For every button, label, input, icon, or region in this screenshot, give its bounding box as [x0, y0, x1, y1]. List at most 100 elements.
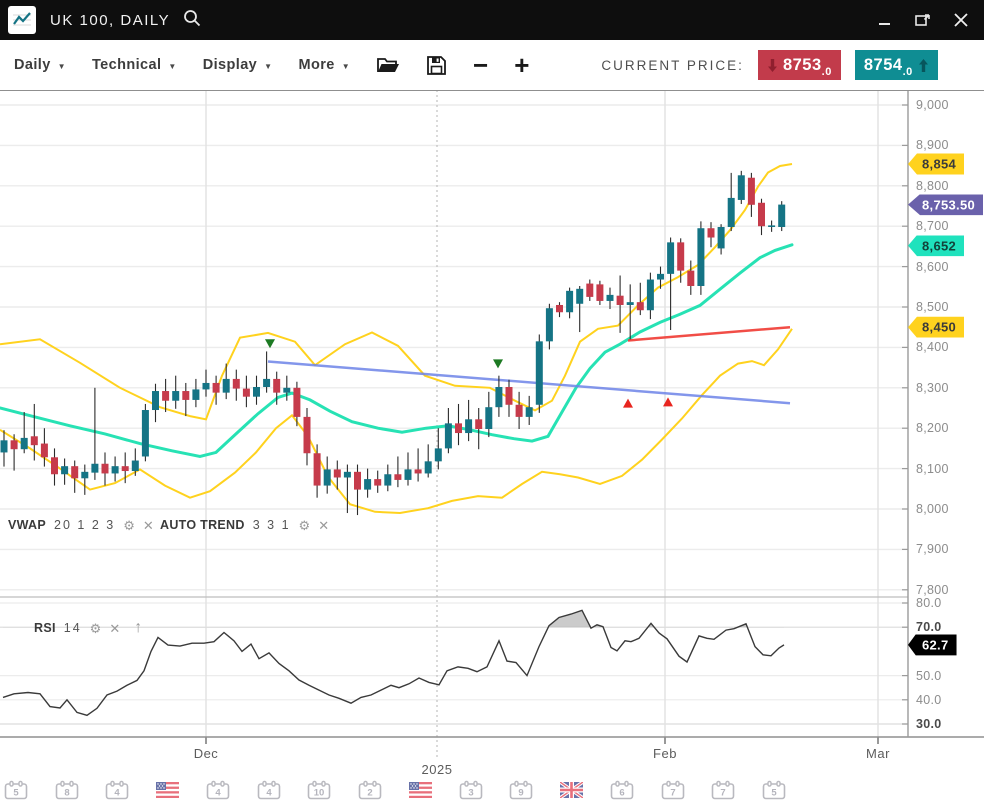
- calendar-event-icon[interactable]: 6: [609, 779, 635, 800]
- candle-down: [293, 387, 301, 417]
- candle-down: [121, 466, 129, 472]
- calendar-event-icon[interactable]: 8: [54, 779, 80, 800]
- candle-up: [0, 440, 8, 453]
- uk-flag-icon[interactable]: [559, 779, 585, 800]
- us-flag-icon[interactable]: [155, 779, 181, 800]
- current-price-label: CURRENT PRICE:: [601, 57, 744, 73]
- price-axis-label: 9,000: [916, 98, 949, 112]
- close-icon[interactable]: ✕: [142, 517, 154, 533]
- candle-down: [556, 304, 563, 313]
- candle-down: [30, 436, 38, 446]
- close-icon[interactable]: ✕: [109, 620, 121, 636]
- app-logo-icon: [8, 6, 36, 34]
- candle-down: [212, 382, 220, 393]
- rsi-value-tag: 62.7: [908, 634, 957, 656]
- close-icon[interactable]: ✕: [318, 517, 330, 533]
- price-tag: 8,652: [908, 235, 965, 257]
- zoom-in-button[interactable]: +: [514, 50, 530, 80]
- search-icon[interactable]: [182, 8, 202, 33]
- candle-down: [40, 443, 48, 458]
- arrow-up-icon: [918, 58, 928, 72]
- candle-down: [162, 391, 170, 401]
- sell-price-button[interactable]: 8753.0: [757, 50, 841, 80]
- svg-text:7: 7: [670, 787, 675, 798]
- price-tag: 8,854: [908, 153, 965, 175]
- candle-down: [333, 469, 341, 478]
- svg-text:10: 10: [314, 787, 325, 798]
- candle-up: [404, 469, 412, 480]
- open-folder-icon[interactable]: [376, 55, 400, 75]
- vwap-label: VWAP: [8, 518, 47, 532]
- candle-down: [455, 423, 462, 434]
- calendar-event-icon[interactable]: 2: [357, 779, 383, 800]
- calendar-event-icon[interactable]: 10: [306, 779, 332, 800]
- indicator-legend-autotrend: AUTO TREND 3 3 1 ⚙ ✕: [160, 518, 329, 532]
- calendar-event-icon[interactable]: 4: [205, 779, 231, 800]
- vwap-params: 20 1 2 3: [54, 518, 116, 532]
- candle-down: [242, 388, 250, 397]
- price-axis-label: 8,100: [916, 461, 949, 476]
- candle-down: [505, 386, 513, 405]
- svg-text:3: 3: [468, 787, 473, 798]
- calendar-event-icon[interactable]: 7: [710, 779, 736, 800]
- candle-down: [414, 469, 422, 474]
- save-icon[interactable]: [426, 55, 447, 76]
- candle-up: [172, 391, 180, 401]
- candle-up: [768, 225, 776, 227]
- rsi-params: 14: [63, 621, 82, 635]
- candle-down: [677, 242, 685, 271]
- lower-band-line: [0, 328, 793, 515]
- menu-more[interactable]: More ▼: [298, 57, 351, 73]
- candle-up: [697, 228, 705, 286]
- rsi-label: RSI: [34, 621, 56, 635]
- candle-down: [303, 416, 311, 454]
- buy-price-button[interactable]: 8754.0: [854, 50, 938, 80]
- candle-down: [273, 378, 281, 393]
- candle-up: [465, 419, 473, 434]
- menu-daily[interactable]: Daily ▼: [14, 57, 66, 73]
- candle-up: [61, 466, 69, 475]
- calendar-event-icon[interactable]: 5: [3, 779, 29, 800]
- candle-up: [152, 391, 159, 411]
- rsi-axis-label: 50.0: [916, 668, 942, 683]
- menu-display[interactable]: Display ▼: [202, 57, 273, 73]
- popout-button[interactable]: [912, 9, 934, 31]
- calendar-event-icon[interactable]: 5: [761, 779, 787, 800]
- candle-up: [343, 471, 351, 478]
- calendar-event-icon[interactable]: 4: [104, 779, 130, 800]
- chevron-down-icon: ▼: [57, 61, 66, 71]
- us-flag-icon[interactable]: [407, 779, 433, 800]
- minimize-button[interactable]: [874, 9, 896, 31]
- calendar-event-icon[interactable]: 4: [256, 779, 282, 800]
- trendline-down[interactable]: [267, 360, 791, 405]
- candle-up: [91, 463, 99, 473]
- svg-text:8: 8: [64, 787, 69, 798]
- gear-icon[interactable]: ⚙: [298, 517, 311, 533]
- month-axis-label: Feb: [653, 746, 677, 761]
- vwap-line: [0, 243, 794, 459]
- gear-icon[interactable]: ⚙: [123, 517, 135, 533]
- close-window-icon[interactable]: [950, 9, 972, 31]
- candle-up: [434, 448, 442, 462]
- move-up-icon[interactable]: ↑: [134, 619, 143, 636]
- candle-up: [566, 290, 574, 313]
- rsi-axis-label: 40.0: [916, 692, 942, 707]
- candle-up: [545, 308, 553, 342]
- calendar-event-icon[interactable]: 9: [508, 779, 534, 800]
- calendar-event-icon[interactable]: 7: [660, 779, 686, 800]
- price-axis-label: 8,600: [916, 259, 949, 274]
- menu-technical[interactable]: Technical ▼: [92, 57, 177, 73]
- trendline-up[interactable]: [627, 325, 791, 342]
- arrow-down-icon: [767, 58, 777, 72]
- autotrend-label: AUTO TREND: [160, 518, 245, 532]
- svg-text:4: 4: [114, 787, 120, 798]
- gear-icon[interactable]: ⚙: [89, 620, 102, 636]
- candle-down: [747, 177, 755, 205]
- calendar-event-icon[interactable]: 3: [458, 779, 484, 800]
- svg-text:4: 4: [215, 787, 221, 798]
- candle-up: [141, 410, 149, 457]
- candle-up: [253, 386, 260, 397]
- zoom-out-button[interactable]: −: [473, 50, 489, 80]
